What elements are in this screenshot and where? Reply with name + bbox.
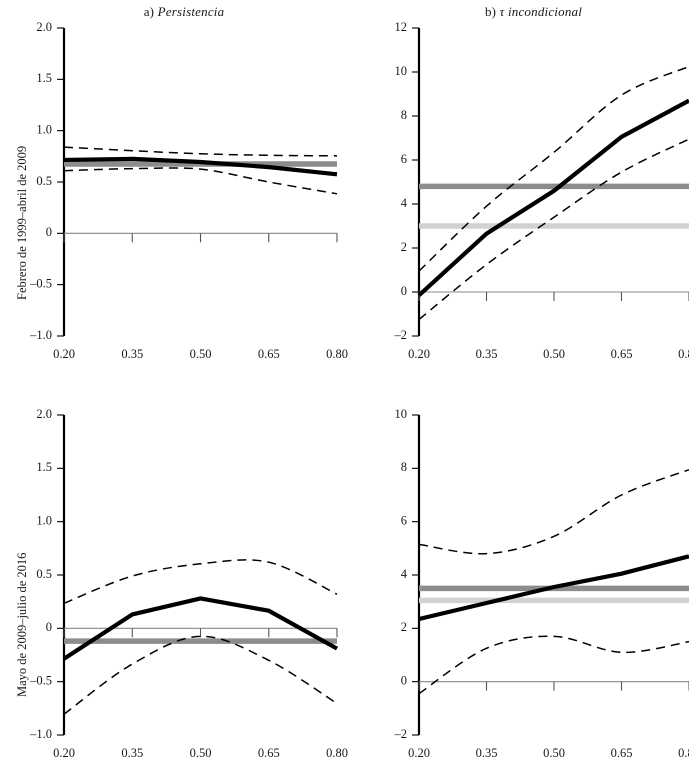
- panel-b-x-tick-label: 0.20: [408, 347, 430, 361]
- panel-c-series-confidence-band: [63, 635, 338, 715]
- panel-b-x-tick-label: 0.35: [476, 347, 498, 361]
- panel-c-x-tick-label: 0.80: [326, 746, 348, 760]
- panel-a-series-estimate: [63, 156, 338, 177]
- panel-title-a: a) Persistencia: [24, 4, 344, 20]
- panel-b-series-confidence-band: [418, 138, 689, 321]
- panel-d-x-tick-label: 0.65: [611, 746, 633, 760]
- panel-c-y-tick-label: 2.0: [36, 407, 52, 421]
- panel-c-x-tick-label: 0.35: [121, 746, 143, 760]
- panel-d-series-confidence-band: [418, 468, 689, 555]
- panel-a-x-tick-label: 0.80: [326, 347, 348, 361]
- panel-a-y-tick-label: 1.5: [36, 71, 52, 85]
- panel-d-y-tick-label: 6: [401, 514, 407, 528]
- panel-c-y-tick-label: 1.0: [36, 514, 52, 528]
- panel-a-x-tick-label: 0.35: [121, 347, 143, 361]
- panel-a-y-tick-label: 1.0: [36, 123, 52, 137]
- panel-title-b: b) τ incondicional: [378, 4, 689, 20]
- panel-a-plot: –1.0 –0.5 0 0.5 1.0 1.5 2.0 0.20 0.35 0.50 0.65 0.8…: [29, 20, 348, 361]
- panel-d-series-estimate: [418, 554, 689, 622]
- panel-c-x-tick-label: 0.50: [190, 746, 212, 760]
- panel-b-series-confidence-band: [418, 65, 689, 272]
- panel-d-x-tick-label: 0.35: [476, 746, 498, 760]
- panel-b-x-tick-label: 0.65: [611, 347, 633, 361]
- panel-b-y-tick-label: 4: [401, 196, 408, 210]
- panel-c-series-estimate: [62, 596, 339, 661]
- panel-b-series-estimate: [417, 98, 689, 297]
- panel-tau-incondicional-2009-2016: –2 0 2 4 6 8 10 0.20 0.35 0.50 0.65 0.80: [355, 380, 689, 760]
- panel-b-x-tick-label: 0.80: [678, 347, 689, 361]
- panel-persistencia-1999-2009: –1.0 –0.5 0 0.5 1.0 1.5 2.0 0.20 0.35 0.50 0.65 0.8…: [0, 0, 350, 380]
- panel-d-plot: –2 0 2 4 6 8 10 0.20 0.35 0.50 0.65 0.80: [394, 407, 689, 760]
- panel-a-x-tick-label: 0.65: [258, 347, 280, 361]
- panel-d-series-confidence-band: [418, 635, 689, 695]
- panel-a-x-tick-label: 0.50: [190, 347, 212, 361]
- panel-tau-incondicional-1999-2009: –2 0 2 4 6 8 10 12 0.20 0.35 0.50 0.65 0.80: [355, 0, 689, 380]
- panel-a-y-tick-label: 2.0: [36, 20, 52, 34]
- panel-b-y-tick-label: 6: [401, 152, 407, 166]
- panel-a-series-confidence-band: [63, 167, 338, 195]
- panel-c-y-tick-label: –1.0: [29, 727, 52, 741]
- panel-b-y-tick-label: 0: [401, 284, 407, 298]
- panel-a-y-tick-label: 0.5: [36, 174, 52, 188]
- panel-d-y-tick-label: 4: [401, 567, 408, 581]
- panel-a-y-tick-label: –0.5: [29, 277, 52, 291]
- panel-c-y-tick-label: 1.5: [36, 460, 52, 474]
- panel-d-y-tick-label: 2: [401, 620, 407, 634]
- panel-title-a-italic: Persistencia: [157, 4, 225, 19]
- panel-b-y-tick-label: 10: [395, 64, 408, 78]
- panel-persistencia-2009-2016: –1.0 –0.5 0 0.5 1.0 1.5 2.0 0.20 0.35 0.50 0.65 0.8…: [0, 380, 350, 760]
- panel-title-b-prefix: b): [484, 4, 500, 19]
- panel-d-y-tick-label: 10: [395, 407, 408, 421]
- panel-a-y-tick-label: 0: [46, 225, 52, 239]
- panel-b-y-tick-label: 12: [395, 20, 408, 34]
- panel-d-y-tick-label: 8: [401, 460, 407, 474]
- panel-title-b-italic: τ incondicional: [499, 4, 583, 19]
- panel-d-x-tick-label: 0.50: [543, 746, 565, 760]
- panel-b-y-tick-label: –2: [394, 328, 408, 342]
- panel-c-y-tick-label: 0.5: [36, 567, 52, 581]
- panel-d-x-tick-label: 0.20: [408, 746, 430, 760]
- panel-a-y-tick-label: –1.0: [29, 328, 52, 342]
- panel-b-y-tick-label: 2: [401, 240, 407, 254]
- panel-a-x-tick-label: 0.20: [53, 347, 75, 361]
- panel-c-y-tick-label: 0: [46, 620, 52, 634]
- panel-b-x-tick-label: 0.50: [543, 347, 565, 361]
- panel-d-y-tick-label: –2: [394, 727, 408, 741]
- panel-d-x-tick-label: 0.80: [678, 746, 689, 760]
- panel-c-x-tick-label: 0.20: [53, 746, 75, 760]
- panel-d-y-tick-label: 0: [401, 674, 407, 688]
- panel-title-a-prefix: a): [143, 4, 158, 19]
- panel-c-y-tick-label: –0.5: [29, 674, 52, 688]
- panel-a-series-confidence-band: [63, 146, 338, 157]
- panel-c-series-confidence-band: [63, 559, 338, 604]
- panel-b-y-tick-label: 8: [401, 108, 407, 122]
- panel-c-x-tick-label: 0.65: [258, 746, 280, 760]
- panel-c-plot: –1.0 –0.5 0 0.5 1.0 1.5 2.0 0.20 0.35 0.50 0.65 0.8…: [29, 407, 348, 760]
- panel-b-plot: –2 0 2 4 6 8 10 12 0.20 0.35 0.50 0.65 0.80: [394, 20, 689, 361]
